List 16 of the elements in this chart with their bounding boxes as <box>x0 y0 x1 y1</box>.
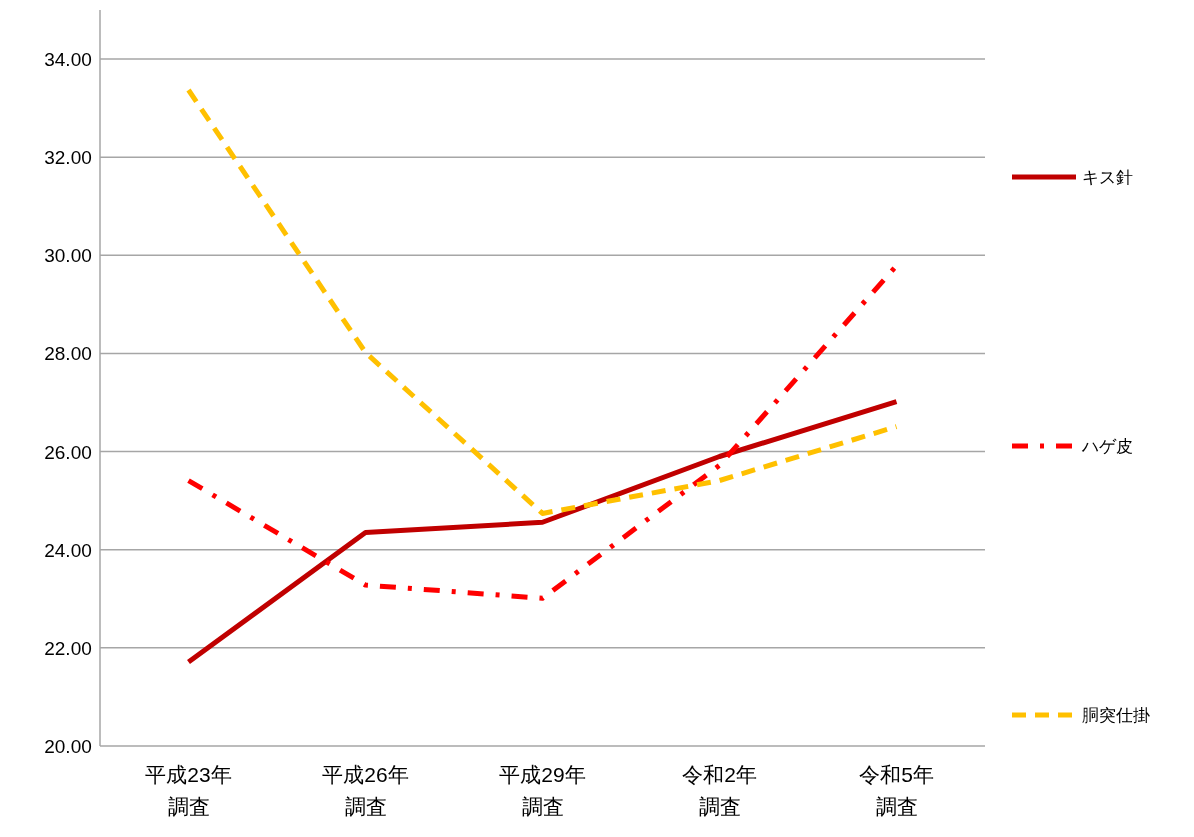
y-tick-label: 20.00 <box>44 736 92 757</box>
legend-label: キス針 <box>1082 168 1133 187</box>
y-tick-label: 32.00 <box>44 147 92 169</box>
x-tick-label: 平成29年調査 <box>499 763 586 818</box>
y-tick-label: 28.00 <box>44 343 92 365</box>
legend-label: 胴突仕掛 <box>1082 706 1150 725</box>
y-tick-label: 24.00 <box>44 539 92 561</box>
y-tick-label: 22.00 <box>44 637 92 659</box>
x-tick-label: 平成23年調査 <box>145 763 232 818</box>
y-tick-label: 30.00 <box>44 245 92 267</box>
x-tick-label: 令和5年調査 <box>859 763 934 818</box>
x-tick-label: 令和2年調査 <box>682 763 757 818</box>
legend-label: ハゲ皮 <box>1081 437 1133 456</box>
y-tick-label: 34.00 <box>44 49 92 71</box>
y-tick-label: 26.00 <box>44 441 92 463</box>
x-tick-label: 平成26年調査 <box>322 763 409 818</box>
